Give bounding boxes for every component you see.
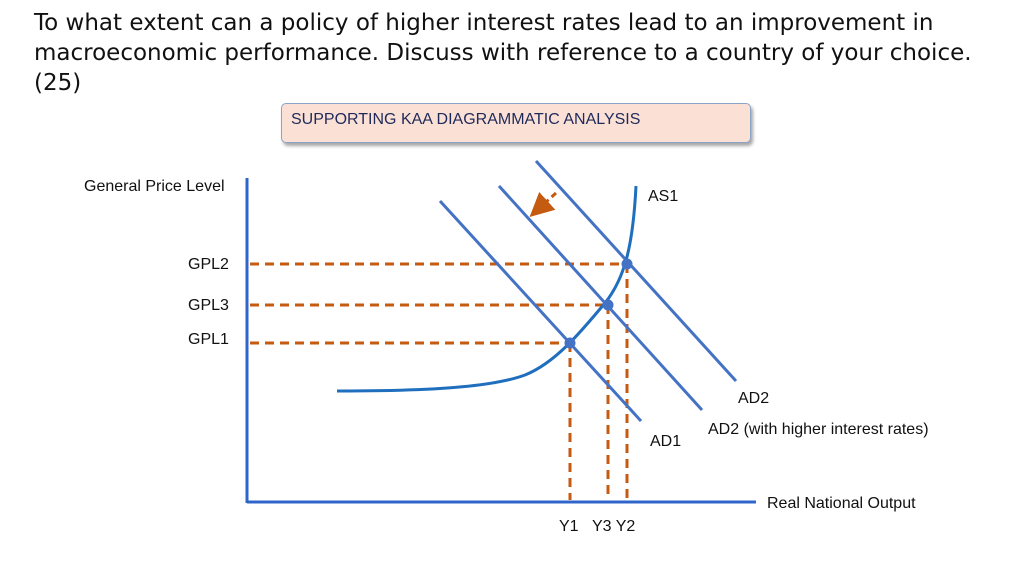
y3-y2-label: Y3 Y2	[592, 518, 635, 535]
as1-label: AS1	[648, 188, 678, 205]
equilibrium-point-gpl1	[564, 337, 576, 349]
gpl2-label: GPL2	[188, 256, 229, 273]
gpl3-label: GPL3	[188, 297, 229, 314]
ad2-curve	[534, 159, 738, 383]
ad1-curve	[438, 199, 643, 423]
gpl1-label: GPL1	[188, 331, 229, 348]
x-axis-label: Real National Output	[767, 495, 916, 512]
shift-arrow	[529, 191, 558, 218]
equilibrium-point-gpl2	[621, 258, 633, 270]
ad2-label: AD2	[738, 390, 769, 407]
ad2-higher-rates-curve	[497, 184, 704, 412]
ad1-label: AD1	[650, 433, 681, 450]
equilibrium-point-gpl3	[602, 299, 614, 311]
question-text: To what extent can a policy of higher in…	[34, 10, 972, 96]
diagram-heading-box: SUPPORTING KAA DIAGRAMMATIC ANALYSIS	[281, 103, 751, 143]
y1-label: Y1	[559, 518, 579, 535]
ad2-higher-rates-label: AD2 (with higher interest rates)	[708, 421, 929, 438]
y-axis-label: General Price Level	[84, 178, 225, 195]
